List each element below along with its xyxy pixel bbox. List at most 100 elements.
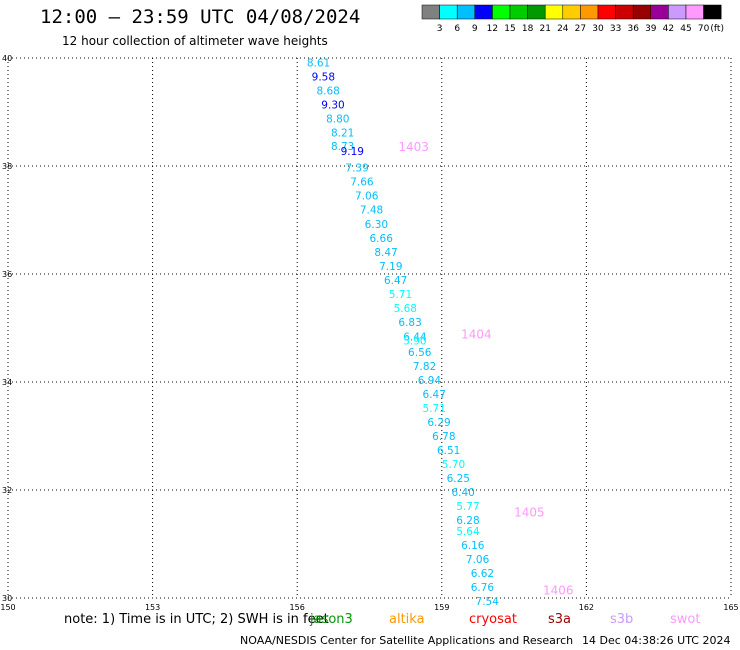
plot-axes: 150 153 156 159 162 165 30 32 34 36 38 40 [0,54,738,612]
mission-label-jason3: jason3 [310,612,353,627]
swh-point: 7.54 [476,596,500,608]
swh-point: 5.70 [442,459,465,471]
swh-point: 6.40 [451,487,474,499]
color-scale-label: 18 [522,24,534,34]
color-scale-label: 27 [575,24,586,34]
swh-point: 8.68 [316,85,339,97]
swh-point: 5.64 [456,526,480,538]
color-swatch [562,4,581,20]
y-tick-label: 40 [2,54,12,63]
color-scale-label: 42 [663,24,674,34]
color-scale-label: 21 [539,24,550,34]
color-scale-label: 33 [610,24,621,34]
color-swatch [615,4,634,20]
y-tick-label: 38 [2,162,12,171]
color-scale-label: 15 [504,24,515,34]
y-tick-label: 34 [2,378,12,387]
x-tick-label: 162 [579,603,594,612]
color-swatch [597,4,616,20]
color-swatch [580,4,599,20]
color-swatch [492,4,511,20]
x-tick-label: 153 [145,603,160,612]
footnote: note: 1) Time is in UTC; 2) SWH is in fe… [64,612,329,627]
swh-point: 6.25 [447,473,470,485]
swh-point: 6.30 [365,219,388,231]
color-scale-label: 45 [680,24,691,34]
mission-label-swot: swot [670,612,701,627]
color-swatch [632,4,652,20]
y-tick-label: 32 [2,486,12,495]
x-tick-label: 159 [434,603,449,612]
swh-point: 6.47 [423,389,446,401]
plot-grid [7,57,732,599]
swh-point: 6.66 [370,233,394,245]
data-points: 8.61 9.58 8.68 9.30 8.80 8.218.739.19 7.39 7.66… [307,57,499,608]
pass-time-label: 1406 [543,583,574,597]
color-swatch [456,4,476,20]
color-swatch [685,4,704,20]
x-tick-label: 156 [290,603,305,612]
swh-point: 7.66 [350,177,374,189]
swh-point: 6.76 [471,582,495,594]
color-swatch [509,4,528,20]
x-tick-label: 150 [0,603,15,612]
swh-point: 9.58 [312,71,335,83]
swh-point: 7.39 [345,163,368,175]
color-scale-label: 39 [645,24,657,34]
swh-point: 6.28 [456,515,479,527]
y-tick-label: 30 [2,594,12,603]
swh-point: 5.77 [456,501,479,513]
color-scale-label: 12 [487,24,498,34]
mission-label-cryosat: cryosat [469,612,517,627]
x-tick-label: 165 [723,603,738,612]
swh-point: 5.71 [389,289,412,301]
color-swatch [668,4,687,20]
color-swatch [527,4,546,20]
pass-time-label: 1403 [398,140,429,154]
swh-point: 6.78 [432,431,455,443]
pass-time-label: 1404 [461,327,492,341]
color-swatch [650,4,669,20]
y-tick-label: 36 [2,270,12,279]
swh-point: 8.47 [374,247,397,259]
swh-point: 9.19 [341,146,364,158]
swh-point: 8.80 [326,113,349,125]
swh-point: 6.56 [408,347,432,359]
mission-label-altika: altika [389,612,425,627]
swh-point: 6.51 [437,445,460,457]
swh-point: 7.48 [360,205,383,217]
swh-point: 5.90 [403,335,426,347]
chart-title: 12:00 – 23:59 UTC 04/08/2024 [40,6,361,28]
color-scale-label: 9 [472,24,478,34]
swh-point: 6.47 [384,275,407,287]
color-scale-label: 70 [698,24,710,34]
swh-point: 6.44 [403,332,427,344]
swh-point: 6.62 [471,568,494,580]
swh-point: 9.30 [321,99,344,111]
color-scale-label: 6 [454,24,460,34]
pass-time-label: 1405 [514,506,545,520]
swh-point: 6.29 [427,417,450,429]
color-swatch [544,4,564,20]
swh-point: 8.21 [331,128,354,140]
swh-point: 7.06 [355,191,379,203]
swh-point: 5.68 [394,303,417,315]
mission-label-s3a: s3a [548,612,572,627]
swh-point: 7.82 [413,361,436,373]
swh-point: 8.73 [331,141,354,153]
color-scale-unit: (ft) [710,24,724,34]
color-scale-label: 30 [592,24,604,34]
swh-point: 6.16 [461,540,485,552]
swh-point: 5.71 [423,403,446,415]
credit-line: NOAA/NESDIS Center for Satellite Applica… [240,634,574,647]
chart-subtitle: 12 hour collection of altimeter wave hei… [62,34,328,48]
color-swatch [703,4,722,20]
color-swatch [421,4,440,20]
color-scale-label: 36 [627,24,639,34]
swh-point: 6.94 [418,375,442,387]
swh-point: 8.61 [307,57,330,69]
color-scale-legend: 3 6 9 12 15 18 21 24 27 30 33 36 39 42 45 70 (ft) [421,4,724,34]
color-swatch [439,4,458,20]
swh-point: 6.83 [398,317,421,329]
